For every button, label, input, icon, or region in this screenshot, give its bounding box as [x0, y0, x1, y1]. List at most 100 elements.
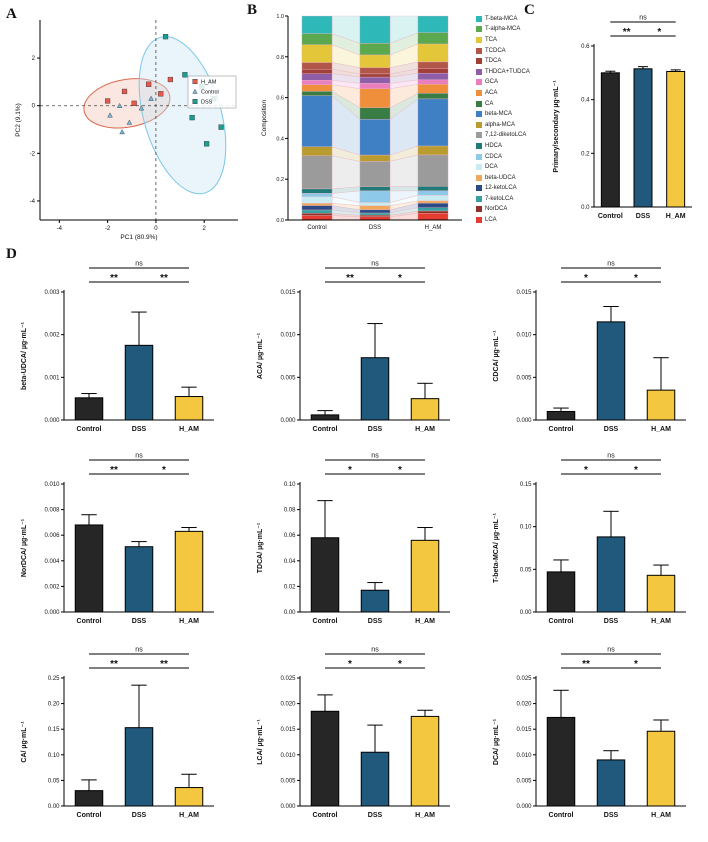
svg-text:0.002: 0.002 — [44, 584, 60, 590]
stack-segment — [301, 196, 333, 204]
svg-text:0.015: 0.015 — [280, 727, 296, 733]
svg-text:0.000: 0.000 — [44, 610, 60, 616]
legend-label: T-alpha-MCA — [485, 26, 521, 33]
svg-text:0.010: 0.010 — [280, 333, 296, 339]
legend-item: TCA — [476, 35, 530, 45]
svg-text:H_AM: H_AM — [201, 80, 217, 86]
svg-text:-4: -4 — [30, 199, 36, 205]
bar-DSS — [596, 759, 626, 807]
svg-text:**: ** — [160, 273, 168, 284]
legend-label: 7-ketoLCA — [485, 195, 514, 202]
svg-text:Control: Control — [313, 812, 338, 819]
stack-segment — [301, 205, 333, 211]
bar-Control — [74, 397, 104, 421]
legend-swatch — [476, 47, 482, 54]
svg-text:ns: ns — [607, 647, 615, 654]
legend-swatch — [476, 26, 482, 33]
stack-segment — [417, 84, 449, 94]
legend-item: 7,12-diketoLCA — [476, 131, 530, 141]
svg-text:H_AM: H_AM — [179, 618, 199, 625]
svg-text:Primary/secondary µg·mL⁻¹: Primary/secondary µg·mL⁻¹ — [553, 80, 560, 173]
dca-bar-chart: 0.000 0.005 0.010 0.015 0.020 0.025 DCA/ µg·mL… — [493, 647, 686, 819]
legend-item: 7-ketoLCA — [476, 194, 530, 204]
bar-Control — [310, 710, 340, 807]
stack-segment — [417, 190, 449, 196]
stack-segment — [359, 212, 391, 216]
stack-segment — [359, 154, 391, 162]
stack-segment — [417, 43, 449, 63]
svg-text:0.006: 0.006 — [44, 533, 60, 539]
stack-segment — [359, 209, 391, 214]
svg-text:Control: Control — [201, 90, 219, 96]
svg-text:PC2 (9.1%): PC2 (9.1%) — [15, 103, 22, 137]
svg-text:0.000: 0.000 — [516, 418, 532, 424]
legend-swatch — [476, 111, 482, 118]
svg-text:0.20: 0.20 — [48, 702, 60, 708]
bar-Control — [74, 524, 104, 613]
svg-text:0.025: 0.025 — [516, 676, 532, 682]
svg-text:DSS: DSS — [201, 100, 213, 106]
svg-text:H_AM: H_AM — [179, 426, 199, 433]
legend-swatch — [476, 68, 482, 75]
stack-segment — [301, 188, 333, 194]
legend-item: CDCA — [476, 152, 530, 162]
nordca-bar-chart: 0.000 0.002 0.004 0.006 0.008 0.010 NorDCA/ µg… — [21, 453, 214, 625]
bar-H_AM — [174, 787, 204, 807]
stack-segment — [359, 67, 391, 75]
legend-label: HDCA — [485, 142, 503, 149]
legend-label: CDCA — [485, 153, 503, 160]
svg-text:*: * — [398, 465, 402, 476]
svg-text:DSS: DSS — [368, 426, 383, 433]
legend-swatch — [476, 164, 482, 171]
legend-label: beta-MCA — [485, 111, 513, 118]
svg-text:0.10: 0.10 — [520, 525, 532, 531]
legend-label: DCA — [485, 164, 498, 171]
legend-item: beta-UDCA — [476, 173, 530, 183]
stack-segment — [417, 79, 449, 85]
legend-swatch — [476, 89, 482, 96]
svg-text:1.0: 1.0 — [276, 14, 284, 20]
svg-text:0.00: 0.00 — [520, 610, 532, 616]
bar-H_AM — [646, 389, 676, 421]
legend-label: CA — [485, 100, 494, 107]
stack-segment — [301, 155, 333, 190]
svg-text:0.020: 0.020 — [516, 702, 532, 708]
legend-item: NorDCA — [476, 205, 530, 215]
svg-text:0.00: 0.00 — [48, 804, 60, 810]
t-beta-mca-bar-chart: 0.00 0.05 0.10 0.15 T-beta-MCA/ µg·mL⁻¹ Contr… — [493, 453, 686, 625]
stack-segment — [301, 146, 333, 156]
lca-bar-chart: 0.000 0.005 0.010 0.015 0.020 0.025 LCA/ µg·mL… — [257, 647, 450, 819]
svg-text:ns: ns — [135, 453, 143, 460]
svg-text:TDCA/ µg·mL⁻¹: TDCA/ µg·mL⁻¹ — [257, 522, 264, 573]
svg-text:Control: Control — [549, 426, 574, 433]
svg-text:ns: ns — [607, 261, 615, 268]
svg-text:ns: ns — [135, 261, 143, 268]
panel-label-a: A — [6, 6, 17, 22]
svg-text:2: 2 — [32, 56, 36, 62]
legend-item: HDCA — [476, 141, 530, 151]
stack-segment — [359, 202, 391, 206]
legend-swatch — [476, 15, 482, 22]
stack-segment — [359, 73, 391, 78]
stack-segment — [359, 205, 391, 211]
svg-text:H_AM: H_AM — [425, 225, 442, 231]
legend-item: TCDCA — [476, 46, 530, 56]
stack-segment — [359, 161, 391, 187]
svg-text:0.005: 0.005 — [516, 375, 532, 381]
svg-text:**: ** — [110, 465, 118, 476]
panel-label-d: D — [6, 246, 17, 262]
stack-segment — [301, 91, 333, 97]
stack-segment — [417, 213, 449, 221]
svg-text:H_AM: H_AM — [666, 213, 686, 220]
svg-text:H_AM: H_AM — [651, 618, 671, 625]
stack-segment — [359, 76, 391, 84]
stack-segment — [301, 209, 333, 214]
svg-text:LCA/ µg·mL⁻¹: LCA/ µg·mL⁻¹ — [257, 719, 264, 765]
stack-segment — [301, 95, 333, 148]
bar-DSS — [124, 344, 154, 421]
aca-bar-chart: 0.000 0.005 0.010 0.015 ACA/ µg·mL⁻¹ Control D… — [257, 261, 450, 433]
svg-text:ns: ns — [371, 261, 379, 268]
stack-segment — [417, 200, 449, 204]
stack-segment — [417, 195, 449, 202]
legend-label: TCDCA — [485, 47, 506, 54]
